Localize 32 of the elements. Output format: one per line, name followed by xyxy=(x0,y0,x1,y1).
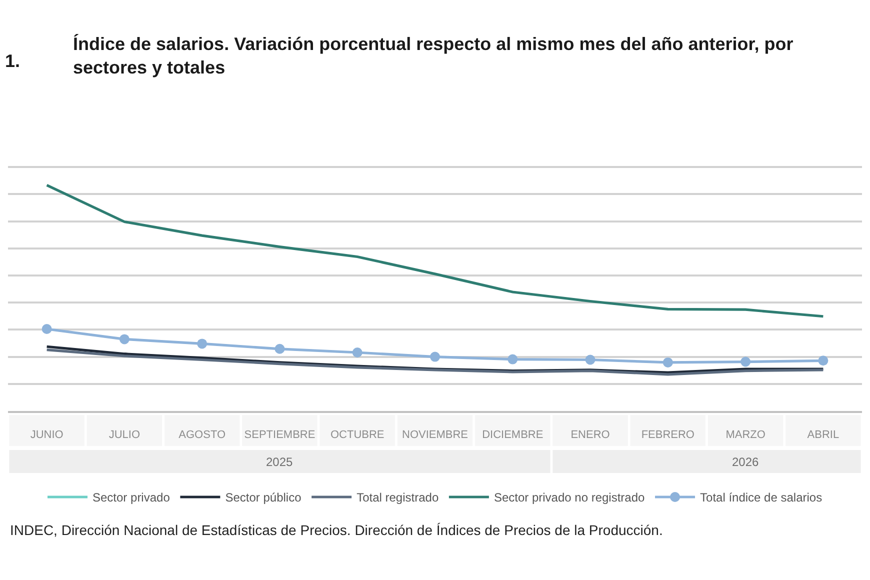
x-tick-label: NOVIEMBRE xyxy=(402,429,468,442)
x-tick-label: SEPTIEMBRE xyxy=(244,429,316,442)
legend-label: Sector privado xyxy=(92,490,170,505)
text: 2025 xyxy=(266,455,294,469)
x-tick-label: DICIEMBRE xyxy=(482,429,544,442)
x-tick-label: JULIO xyxy=(108,429,140,442)
point xyxy=(818,356,828,366)
chart-title: Índice de salarios. Variación porcentual respecto al mismo mes del año anterior, por sectores y totales xyxy=(73,34,794,78)
x-tick-label: OCTUBRE xyxy=(330,429,384,442)
point xyxy=(119,334,130,344)
legend-label: Sector privado no registrado xyxy=(494,490,646,505)
legend-label: Total índice de salarios xyxy=(700,490,822,505)
x-tick-label: MARZO xyxy=(726,429,766,442)
point xyxy=(508,354,518,364)
x-tick-label: AGOSTO xyxy=(178,429,226,442)
x-tick-label: JUNIO xyxy=(30,429,64,442)
text: 2026 xyxy=(732,455,760,469)
point xyxy=(274,344,285,354)
point xyxy=(430,352,440,362)
text: INDEC, Dirección Nacional de Estadísticas de Precios. Dirección de Índices de Precios de la Producción. xyxy=(10,522,663,538)
legend-label: Total registrado xyxy=(356,490,439,505)
legend-label: Sector público xyxy=(225,490,302,505)
x-tick-label: ENERO xyxy=(570,429,610,442)
x-tick-label: ABRIL xyxy=(807,429,840,442)
point xyxy=(352,348,362,358)
x-tick-label: FEBRERO xyxy=(641,429,695,442)
point xyxy=(585,354,596,365)
text: 1. xyxy=(5,51,20,71)
point xyxy=(662,357,673,368)
point xyxy=(197,338,208,349)
point xyxy=(740,356,751,367)
point xyxy=(42,324,52,334)
